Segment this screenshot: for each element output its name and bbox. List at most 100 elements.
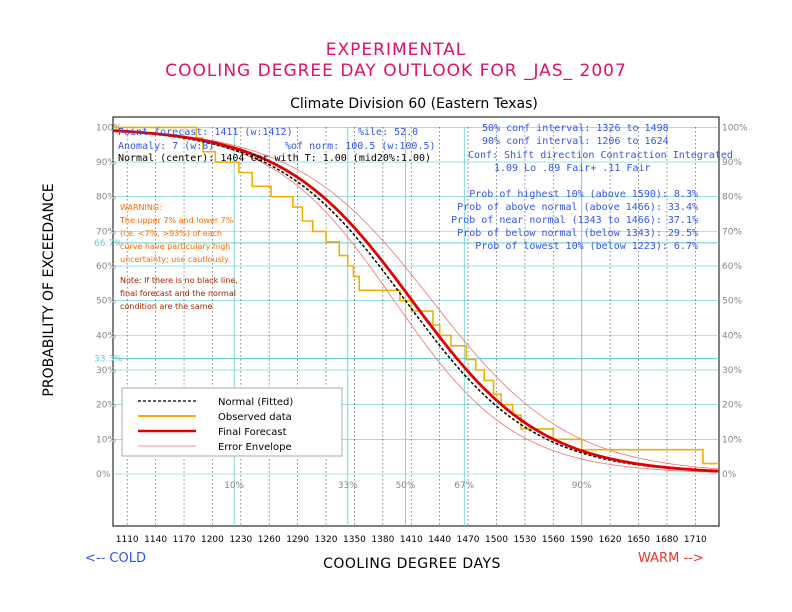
warning-line: (i.e. <7%, >93%) of each [120,229,222,238]
y-tick-label-left: 0% [96,470,111,480]
x-tick-label: 1260 [258,535,281,545]
percentile-label: 50% [396,481,416,491]
x-tick-label: 1560 [542,535,565,545]
y-tick-label-right: 30% [722,366,742,376]
prob-above-text: Prob of above normal (above 1466): 33.4% [457,202,698,213]
y-tick-label-right: 90% [722,158,742,168]
tercile-label: 33.3% [94,355,123,365]
percentile-labels: 10% 33% 50% 67% 90% [224,127,592,526]
x-axis-ticks: 1110 1140 1170 1200 1230 1260 1290 1320 1350 1380… [116,535,707,545]
y-tick-label-right: 10% [722,435,742,445]
y-tick-label-right: 80% [722,193,742,203]
y-tick-label-left: 100% [96,123,122,133]
y-tick-label-right: 40% [722,331,742,341]
x-tick-label: 1290 [286,535,309,545]
prob-below-text: Prob of below normal (below 1343): 29.5% [457,228,698,239]
y-tick-label-left: 10% [96,435,116,445]
plot-frame [112,116,720,527]
legend: Normal (Fitted) Observed data Final Fore… [121,387,343,457]
conf-header-text: Conf: Shift direction Contraction Integr… [468,150,733,161]
y-axis-label: PROBABILITY OF EXCEEDANCE [41,183,57,396]
point-forecast-text: Point forecast: 1411 (w:1412) [118,127,293,138]
observed-data-line [113,126,719,465]
x-tick-label: 1350 [343,535,366,545]
x-axis-label: COOLING DEGREE DAYS [323,556,501,572]
x-tick-label: 1470 [457,535,480,545]
y-tick-label-right: 50% [722,297,742,307]
legend-normal-label: Normal (Fitted) [218,397,293,408]
note-line: condition are the same [120,302,213,311]
x-tick-label: 1710 [684,535,707,545]
x-tick-label: 1500 [485,535,508,545]
x-tick-label: 1380 [371,535,394,545]
outlook-title: COOLING DEGREE DAY OUTLOOK FOR _JAS_ 200… [165,61,627,81]
x-tick-label: 1140 [144,535,167,545]
y-axis-ticks-left: 0% 10% 20% 30% 40% 50% 60% 70% 80% 90% 100% [96,123,122,480]
conf-values-text: 1.09 Lo .89 Fair+ .11 Fair [494,163,651,174]
legend-observed-label: Observed data [218,412,292,423]
y-tick-label-left: 90% [96,158,116,168]
percentile-label: 10% [224,481,244,491]
y-tick-label-right: 20% [722,401,742,411]
anomaly-text: Anomaly: 7 (w:8) [118,141,214,152]
percent-of-normal-text: %of norm: 100.5 (w:100.5) [285,141,436,152]
y-tick-label-left: 40% [96,331,116,341]
prob-highest-text: Prob of highest 10% (above 1590): 8.3% [469,189,698,200]
conf90-text: 90% conf interval: 1206 to 1624 [482,136,669,147]
normal-fitted-line [112,130,719,473]
warning-block: WARNING: The upper 7% and lower 7% (i.e.… [119,203,234,264]
x-tick-label: 1680 [655,535,678,545]
x-tick-label: 1320 [315,535,338,545]
conf50-text: 50% conf interval: 1326 to 1498 [482,123,669,134]
legend-forecast-label: Final Forecast [218,427,287,438]
warning-line: WARNING: [120,203,162,212]
x-tick-label: 1410 [400,535,423,545]
x-tick-label: 1110 [116,535,139,545]
y-tick-label-right: 70% [722,227,742,237]
percentile-text: %ile: 52.0 [358,127,418,138]
x-tick-label: 1200 [201,535,224,545]
y-tick-label-left: 50% [96,297,116,307]
x-tick-label: 1620 [599,535,622,545]
prob-lowest-text: Prob of lowest 10% (below 1223): 6.7% [475,241,698,252]
y-tick-label-left: 60% [96,262,116,272]
y-tick-label-left: 20% [96,401,116,411]
x-tick-label: 1590 [570,535,593,545]
info-block: Point forecast: 1411 (w:1412) Anomaly: 7… [118,123,733,252]
warning-line: uncertainty; use cautiously. [120,255,230,264]
warning-line: The upper 7% and lower 7% [119,216,234,225]
percentile-label: 90% [572,481,592,491]
x-tick-label: 1530 [513,535,536,545]
y-axis-ticks-right: 0% 10% 20% 30% 40% 50% 60% 70% 80% 90% 100% [722,123,748,480]
y-tick-label-left: 80% [96,193,116,203]
grid-lines [113,127,719,526]
percentile-label: 33% [338,481,358,491]
x-tick-label: 1230 [229,535,252,545]
y-tick-label-left: 30% [96,366,116,376]
y-tick-label-right: 100% [722,123,748,133]
normal-center-text: Normal (center): 1404 Cor with T: 1.00 (… [118,153,431,164]
note-block: Note: If there is no black line, final f… [120,276,238,311]
tercile-lines: 66.7% 33.3% [94,239,719,365]
legend-envelope-label: Error Envelope [218,442,292,453]
series-lines [112,126,719,473]
final-forecast-line [112,129,719,473]
y-tick-label-right: 60% [722,262,742,272]
warning-line: curve have particulary high [120,242,230,251]
warm-label: WARM --> [638,551,704,566]
x-tick-label: 1650 [627,535,650,545]
cold-label: <-- COLD [85,551,146,566]
prob-near-text: Prob of near normal (1343 to 1466): 37.1… [451,215,698,226]
error-envelope-upper-line [112,130,719,470]
x-tick-label: 1440 [428,535,451,545]
x-tick-label: 1170 [173,535,196,545]
percentile-label: 67% [454,481,474,491]
division-subtitle: Climate Division 60 (Eastern Texas) [290,96,538,112]
y-tick-label-left: 70% [96,227,116,237]
note-line: final forecast and the normal [120,289,236,298]
y-tick-label-right: 0% [722,470,737,480]
note-line: Note: If there is no black line, [120,276,238,285]
experimental-title: EXPERIMENTAL [326,40,467,60]
legend-box [121,387,343,457]
